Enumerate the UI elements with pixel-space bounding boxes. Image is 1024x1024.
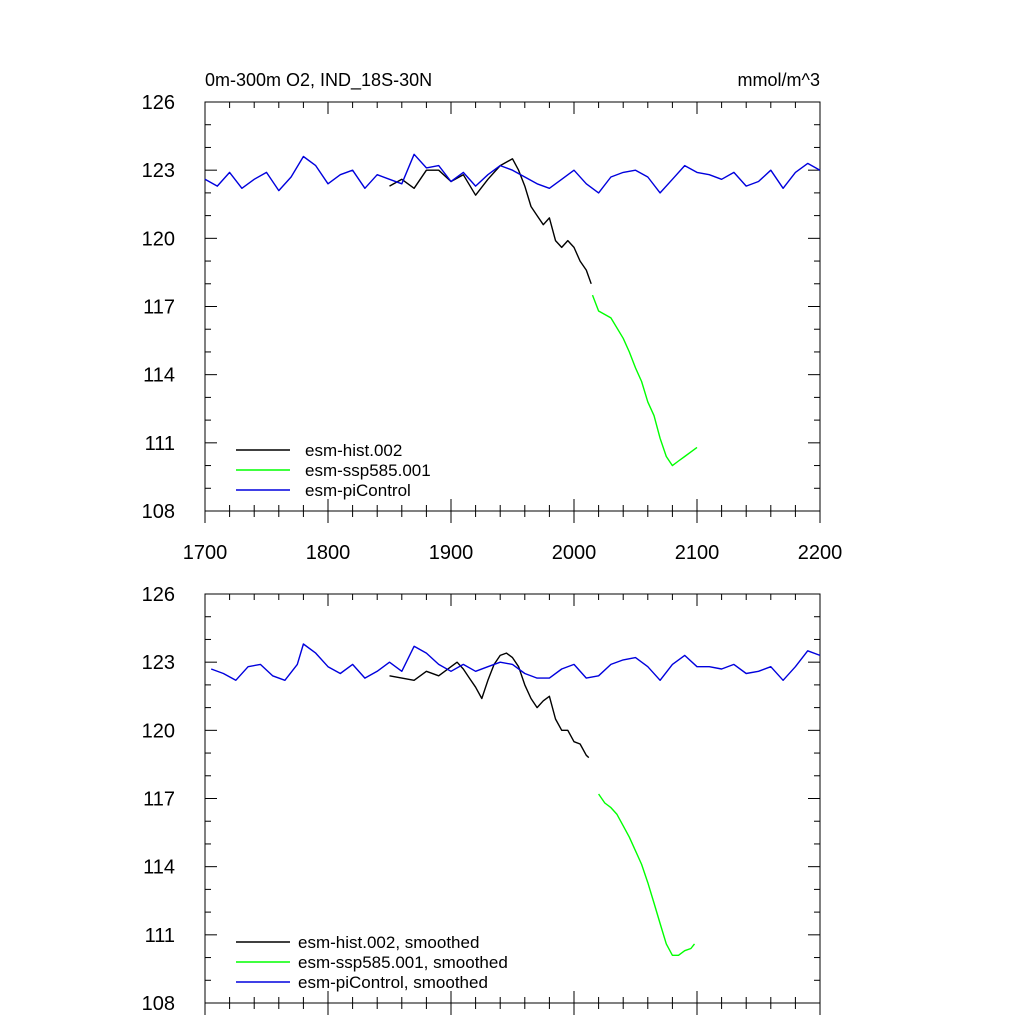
y-tick-label: 111	[145, 925, 175, 947]
series-line-esm-hist-002	[389, 158, 592, 285]
legend-label: esm-piControl	[305, 481, 411, 500]
y-tick-label: 123	[142, 652, 175, 674]
x-tick-label: 2200	[798, 542, 843, 564]
series-line-esm-ssp585-001	[591, 294, 698, 467]
legend-label: esm-hist.002	[305, 441, 402, 460]
y-tick-label: 108	[142, 993, 175, 1015]
bottom-panel: 108 111 114 117 120 123 126 esm-hist.002, smoot…	[142, 584, 821, 1015]
y-tick-label: 114	[143, 857, 175, 879]
y-tick-label: 117	[143, 297, 175, 319]
plot-frame	[204, 101, 821, 512]
y-tick-label: 114	[143, 365, 175, 387]
y-tick-label: 126	[142, 92, 175, 114]
legend-label: esm-ssp585.001	[305, 461, 431, 480]
series-line-esm-ssp585-001-smoothed	[598, 793, 696, 956]
chart-title: 0m-300m O2, IND_18S-30N	[205, 70, 432, 91]
y-tick-label: 111	[145, 433, 175, 455]
x-tick-label: 1800	[306, 542, 351, 564]
y-tick-label: 120	[142, 228, 175, 250]
y-tick-label: 117	[143, 789, 175, 811]
series-line-esm-picontrol	[204, 153, 821, 194]
series-line-esm-hist-002-smoothed	[389, 652, 590, 759]
x-tick-label: 1900	[429, 542, 474, 564]
legend-label: esm-ssp585.001, smoothed	[298, 953, 508, 972]
y-tick-label: 126	[142, 584, 175, 606]
x-tick-label: 1700	[183, 542, 228, 564]
x-tick-label: 2000	[552, 542, 597, 564]
legend-label: esm-piControl, smoothed	[298, 973, 488, 992]
units-label: mmol/m^3	[738, 70, 820, 90]
x-tick-label: 2100	[675, 542, 720, 564]
y-tick-label: 123	[142, 160, 175, 182]
y-tick-label: 120	[142, 720, 175, 742]
legend-label: esm-hist.002, smoothed	[298, 933, 479, 952]
y-tick-label: 108	[142, 501, 175, 523]
top-panel: 0m-300m O2, IND_18S-30N mmol/m^3 108 111 1…	[142, 70, 843, 564]
series-line-esm-picontrol-smoothed	[210, 643, 821, 681]
